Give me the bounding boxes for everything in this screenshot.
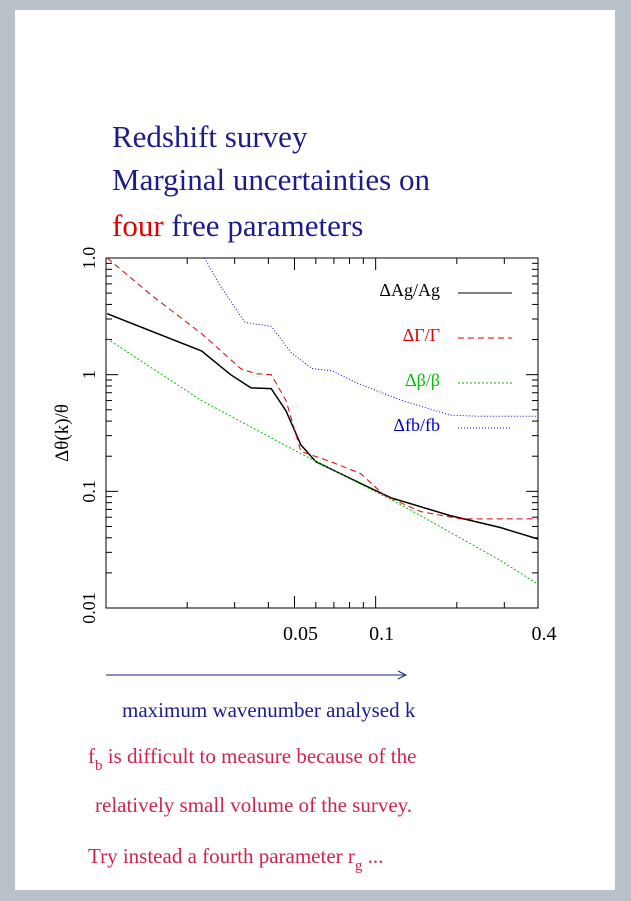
x-tick-label: 0.1 xyxy=(369,623,394,645)
x-arrow-head xyxy=(397,670,408,680)
note: Try instead a fourth parameter rg ... xyxy=(88,844,383,874)
slide-background xyxy=(15,10,615,890)
heading-line: Redshift survey xyxy=(112,119,308,154)
x-tick-label: 0.05 xyxy=(283,623,318,645)
series-line xyxy=(106,313,539,540)
note-subscript: b xyxy=(95,758,103,774)
note-text: Try instead a fourth parameter r xyxy=(88,844,355,868)
plot-frame xyxy=(105,257,539,609)
series-line xyxy=(106,338,539,585)
x-tick-label: 0.4 xyxy=(532,623,557,645)
y-tick-label: 1.0 xyxy=(79,247,99,270)
heading-accent: four xyxy=(112,208,164,243)
note-text: relatively small volume of the survey. xyxy=(95,793,412,817)
heading-rest: free parameters xyxy=(164,208,364,243)
note-text: ... xyxy=(362,844,383,868)
y-tick-label: 1 xyxy=(79,370,99,379)
notes: fb is difficult to measure because of th… xyxy=(88,744,416,874)
y-tick-label: 0.1 xyxy=(79,480,99,503)
legend-label: ΔAg/Ag xyxy=(379,280,440,300)
y-axis-label: Δθ(k)/θ xyxy=(52,404,73,462)
x-axis-label: maximum wavenumber analysed k xyxy=(122,698,416,722)
note-text: f xyxy=(88,744,95,768)
note: fb is difficult to measure because of th… xyxy=(88,744,416,774)
note: relatively small volume of the survey. xyxy=(95,793,412,817)
heading-line: four free parameters xyxy=(112,208,363,243)
legend-label: Δβ/β xyxy=(405,370,440,390)
series-line xyxy=(204,257,538,417)
series-line xyxy=(106,257,538,520)
legend-label: ΔΓ/Γ xyxy=(403,325,440,345)
note-subscript: g xyxy=(355,858,363,874)
note-text: is difficult to measure because of the xyxy=(103,744,417,768)
legend-label: Δfb/fb xyxy=(393,415,440,435)
y-tick-label: 0.01 xyxy=(79,592,99,624)
heading-line: Marginal uncertainties on xyxy=(112,162,430,197)
